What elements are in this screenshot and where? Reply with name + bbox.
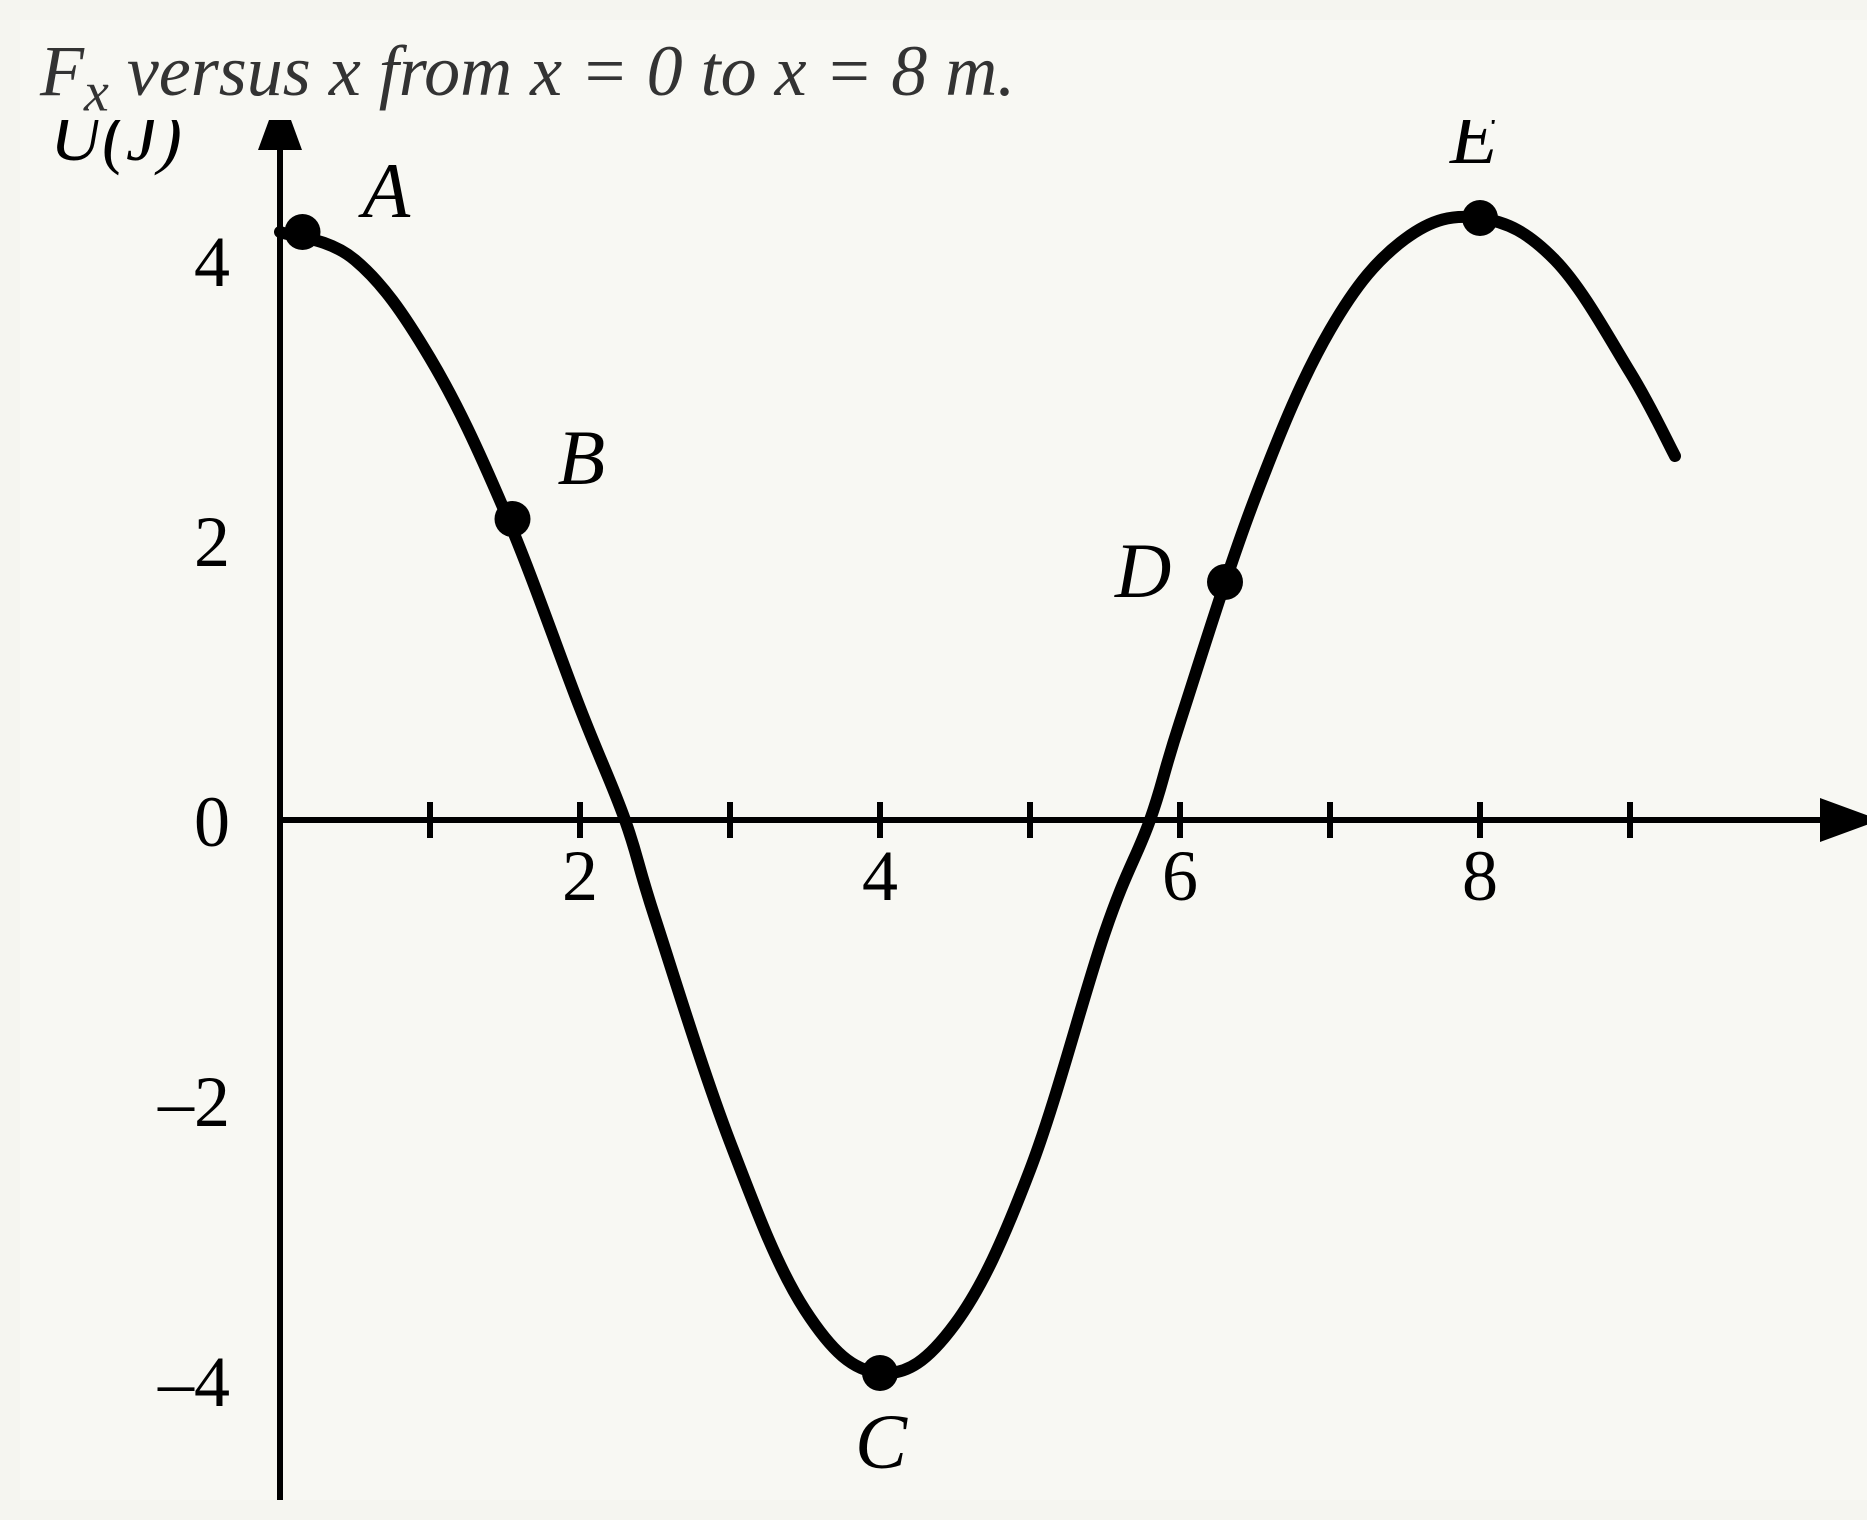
header-f: F (40, 31, 84, 111)
chart-area: 2468420–2–4U(J)x(m)ABCDE (20, 120, 1867, 1500)
point-label-c: C (855, 1398, 908, 1485)
x-axis-arrow-icon (1820, 798, 1867, 842)
point-label-e: E (1449, 120, 1498, 180)
header-rest: versus x from x = 0 to x = 8 m. (109, 31, 1015, 111)
chart-container: Fx versus x from x = 0 to x = 8 m. 2 4 6 8 4… (20, 20, 1867, 1500)
y-tick-label: 2 (194, 502, 230, 582)
y-tick-label: –2 (157, 1062, 230, 1142)
potential-energy-curve (280, 217, 1675, 1373)
header-sub-x: x (84, 61, 109, 123)
point-label-d: D (1114, 527, 1171, 614)
chart-svg: 2468420–2–4U(J)x(m)ABCDE (20, 120, 1867, 1500)
y-axis-arrow-icon (258, 120, 302, 150)
point-d (1207, 564, 1243, 600)
point-label-a: A (358, 147, 411, 234)
x-tick-label: 8 (1462, 836, 1498, 916)
point-c (862, 1355, 898, 1391)
y-tick-label: 0 (194, 782, 230, 862)
y-tick-label: –4 (157, 1342, 230, 1422)
point-b (495, 501, 531, 537)
x-tick-label: 2 (562, 836, 598, 916)
header-partial-text: Fx versus x from x = 0 to x = 8 m. (40, 30, 1015, 124)
y-tick-label: 4 (194, 222, 230, 302)
point-a (285, 214, 321, 250)
x-tick-label: 4 (862, 836, 898, 916)
point-label-b: B (558, 414, 606, 501)
point-e (1462, 200, 1498, 236)
y-axis-label: U(J) (50, 120, 182, 176)
x-tick-label: 6 (1162, 836, 1198, 916)
